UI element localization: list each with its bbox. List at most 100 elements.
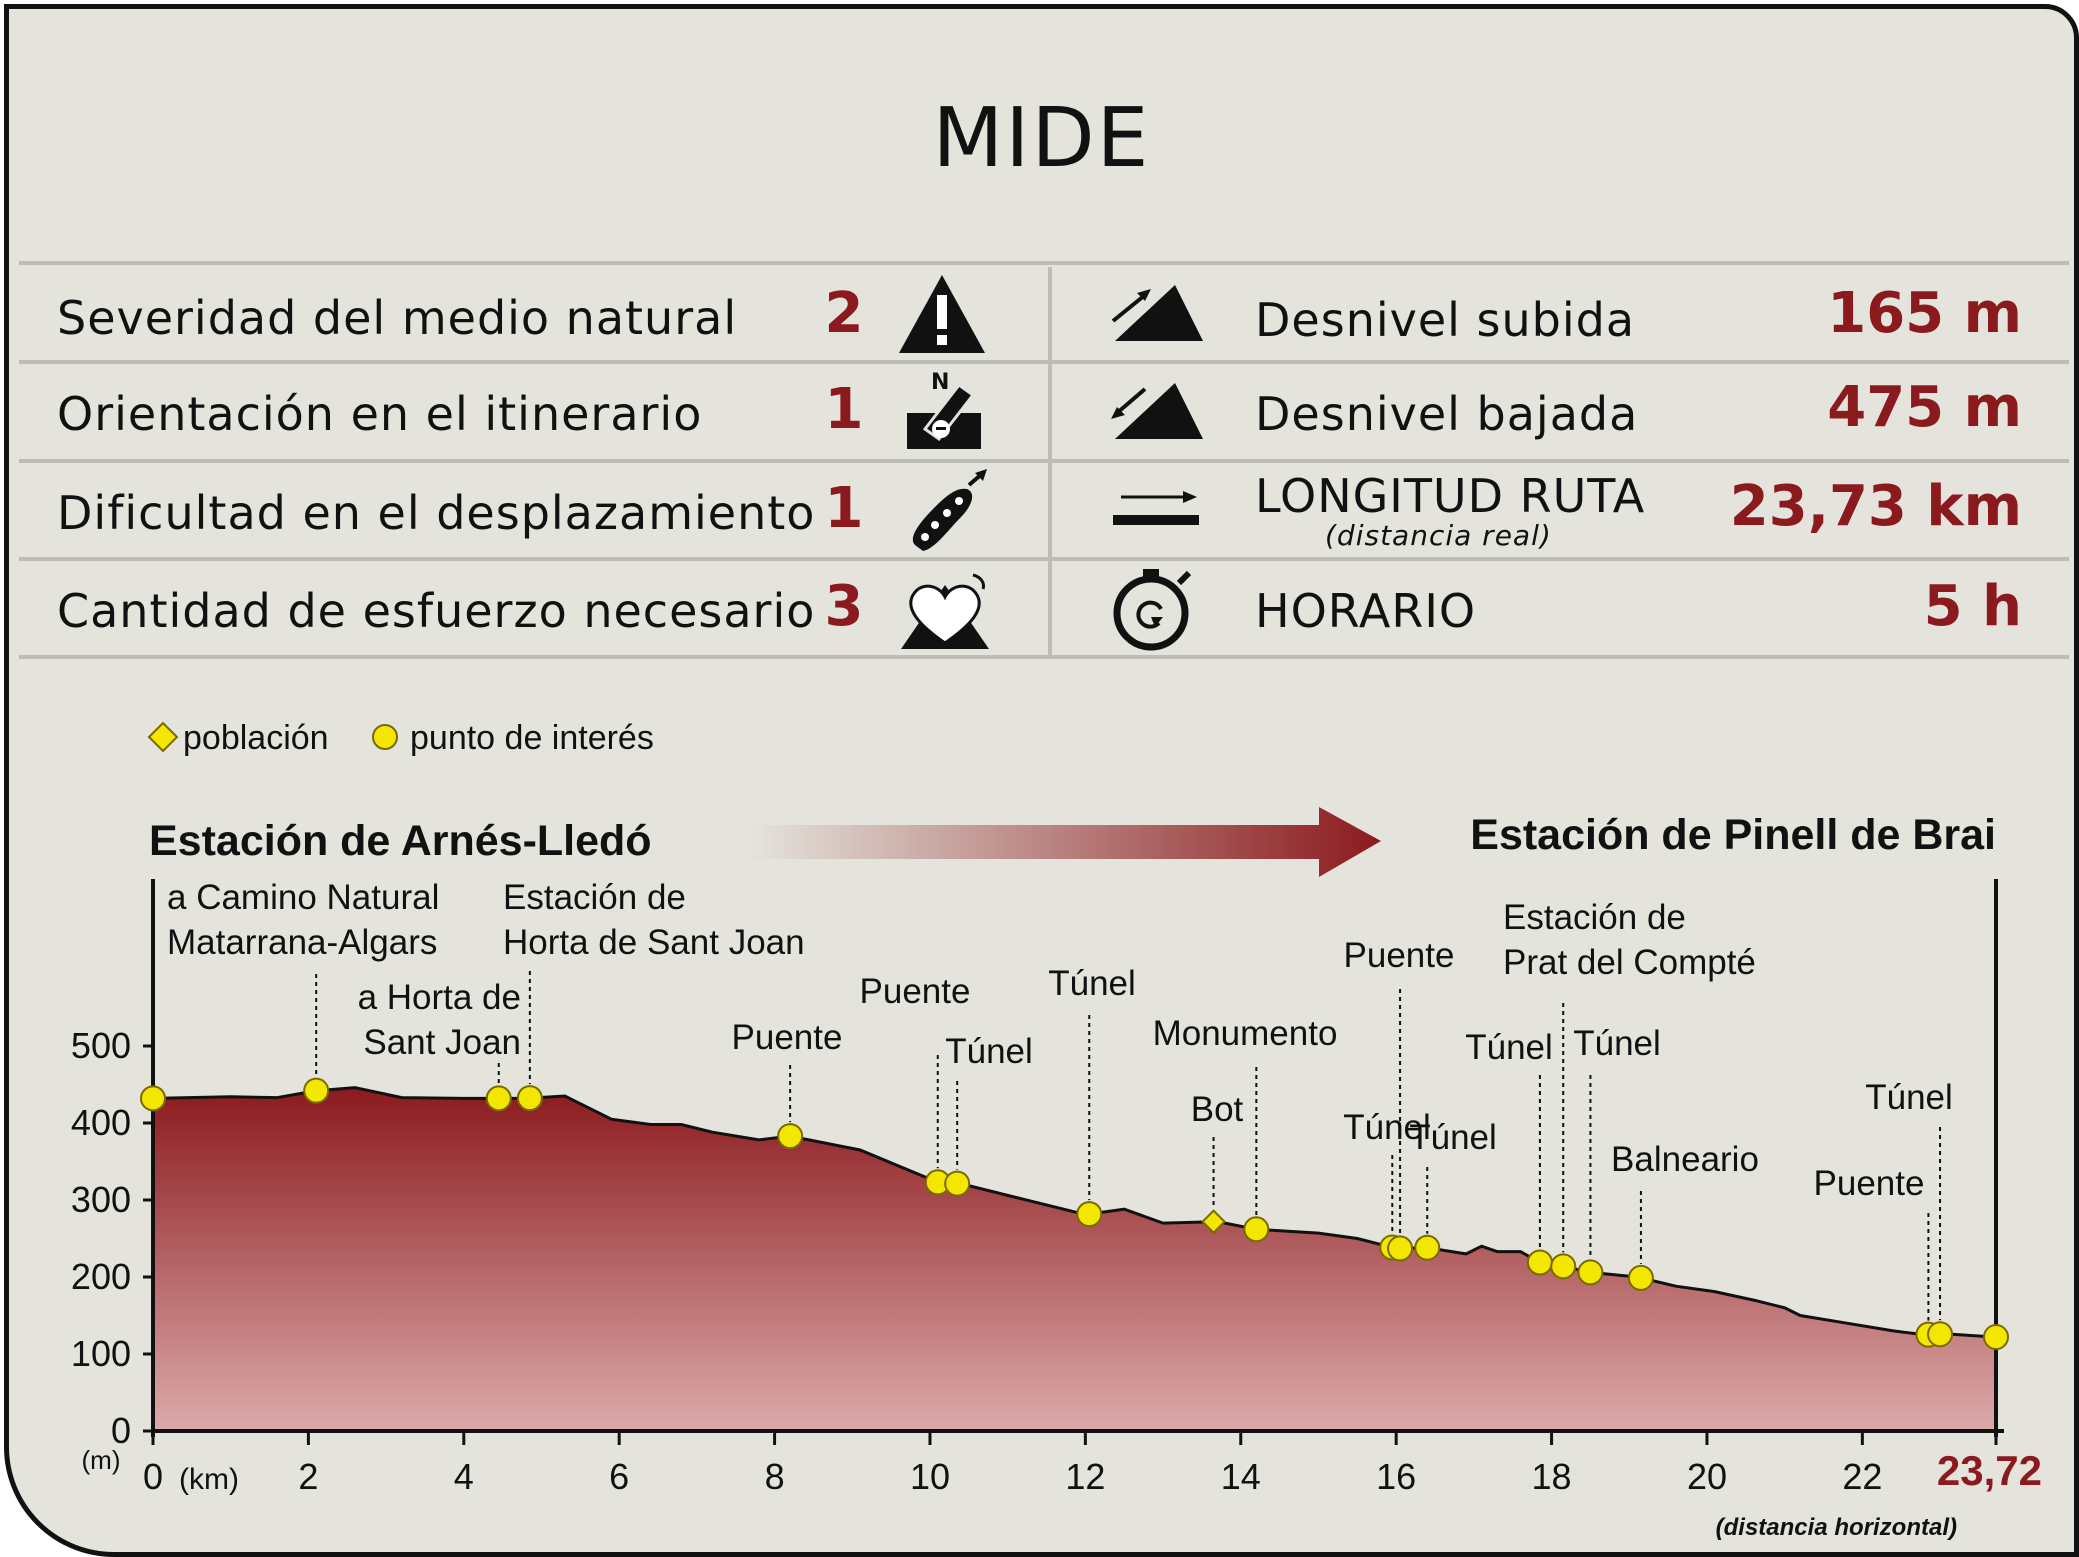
length-arrow-icon: [1113, 491, 1199, 525]
poi-marker: [1387, 1235, 1414, 1262]
ascent-value: 165 m: [1827, 281, 2022, 346]
effort-value: 3: [824, 574, 864, 639]
x-tick-label: 14: [1221, 1456, 1261, 1497]
divider: [19, 557, 2069, 561]
orientation-value: 1: [824, 377, 864, 442]
ascent-label: Desnivel subida: [1255, 293, 1636, 347]
poi-marker: [303, 1077, 330, 1104]
x-end-label: 23,72: [1937, 1447, 2042, 1494]
x-axis-note: (distancia horizontal): [1716, 1514, 1957, 1541]
point-label: Bot: [1191, 1090, 1244, 1129]
time-value: 5 h: [1923, 574, 2022, 639]
x-tick-label: 22: [1842, 1456, 1882, 1497]
x-tick-label: 10: [910, 1456, 950, 1497]
poi-marker: [1414, 1234, 1441, 1261]
legend-poi-label: punto de interés: [410, 719, 654, 757]
legend-town-marker: [147, 721, 179, 753]
x-tick-label: 6: [609, 1456, 629, 1497]
point-label: Balneario: [1611, 1140, 1759, 1179]
orientation-label: Orientación en el itinerario: [57, 387, 703, 441]
stopwatch-icon: [1113, 569, 1192, 651]
point-label: a Horta de: [358, 978, 521, 1017]
poi-marker: [485, 1085, 512, 1112]
route-end-label: Estación de Pinell de Brai: [1470, 811, 1996, 859]
compass-orientation-icon: N: [907, 370, 981, 449]
y-tick-label: 500: [71, 1025, 131, 1066]
y-tick-label: 300: [71, 1179, 131, 1220]
point-label: Túnel: [1865, 1078, 1953, 1117]
route-start-label: Estación de Arnés-Lledó: [149, 817, 652, 865]
column-divider: [1048, 267, 1052, 659]
point-label: Puente: [732, 1018, 843, 1057]
point-label: Sant Joan: [363, 1023, 521, 1062]
descent-icon: [1111, 383, 1203, 439]
x-tick-label: 16: [1376, 1456, 1416, 1497]
point-label: Puente: [1344, 936, 1455, 975]
difficulty-value: 1: [824, 476, 864, 541]
length-note: (distancia real): [1325, 519, 1552, 552]
poi-marker: [1550, 1253, 1577, 1280]
point-label: Puente: [860, 972, 971, 1011]
point-label: Túnel: [1048, 964, 1136, 1003]
elevation-chart: población punto de interés Estación de A…: [71, 719, 2042, 1541]
descent-label: Desnivel bajada: [1255, 387, 1639, 441]
divider: [19, 655, 2069, 659]
poi-marker: [777, 1123, 804, 1150]
severity-label: Severidad del medio natural: [57, 291, 738, 345]
effort-label: Cantidad de esfuerzo necesario: [57, 584, 816, 638]
point-label: Estación de: [503, 878, 686, 917]
severity-value: 2: [824, 281, 864, 346]
page-title: MIDE: [932, 91, 1151, 186]
point-label: Túnel: [1573, 1024, 1661, 1063]
elevation-line: [152, 1086, 1997, 1339]
direction-arrow: [749, 807, 1381, 877]
point-label: Túnel: [1465, 1028, 1553, 1067]
poi-marker: [1243, 1216, 1270, 1243]
poi-marker: [516, 1085, 543, 1112]
poi-marker: [1577, 1259, 1604, 1286]
y-tick-label: 0: [111, 1410, 131, 1451]
footprint-icon: [912, 469, 987, 551]
divider: [19, 459, 2069, 463]
elevation-area: [153, 1087, 1996, 1431]
poi-marker: [1076, 1201, 1103, 1228]
point-label: Túnel: [1343, 1108, 1431, 1147]
x-axis-unit: (km): [179, 1463, 239, 1496]
y-axis-unit: (m): [82, 1445, 121, 1475]
ascent-icon: [1111, 285, 1203, 341]
x-tick-label: 4: [454, 1456, 474, 1497]
y-tick-label: 100: [71, 1333, 131, 1374]
x-tick-label: 20: [1687, 1456, 1727, 1497]
point-label: Puente: [1814, 1164, 1925, 1203]
difficulty-label: Dificultad en el desplazamiento: [57, 486, 816, 540]
poi-marker: [1983, 1324, 2009, 1351]
poi-marker: [140, 1085, 166, 1112]
point-label: Prat del Compté: [1503, 943, 1756, 982]
legend-poi-marker: [372, 724, 398, 750]
poi-marker: [1927, 1321, 1954, 1348]
point-label: Horta de Sant Joan: [503, 923, 805, 962]
poi-marker: [1526, 1249, 1553, 1276]
heart-effort-icon: [901, 573, 989, 649]
point-label: a Camino Natural: [167, 878, 439, 917]
length-value: 23,73 km: [1729, 474, 2022, 539]
x-tick-label: 8: [765, 1456, 785, 1497]
divider: [19, 261, 2069, 265]
town-marker: [1201, 1209, 1226, 1235]
descent-value: 475 m: [1827, 375, 2022, 440]
divider: [19, 360, 2069, 364]
x-tick-label: 12: [1065, 1456, 1105, 1497]
poi-marker: [1627, 1264, 1654, 1291]
length-label: LONGITUD RUTA: [1255, 469, 1646, 523]
svg-text:N: N: [931, 370, 949, 395]
x-tick-label: 0: [143, 1456, 163, 1497]
point-label: Matarrana-Algars: [167, 923, 437, 962]
x-tick-label: 18: [1532, 1456, 1572, 1497]
mide-card: MIDE Severidad del medio natural 2 Orien…: [4, 4, 2079, 1557]
y-tick-label: 200: [71, 1256, 131, 1297]
warning-triangle-icon: [899, 275, 985, 353]
y-tick-label: 400: [71, 1102, 131, 1143]
point-label: Monumento: [1153, 1014, 1338, 1053]
x-tick-label: 2: [298, 1456, 318, 1497]
point-label: Estación de: [1503, 898, 1686, 937]
